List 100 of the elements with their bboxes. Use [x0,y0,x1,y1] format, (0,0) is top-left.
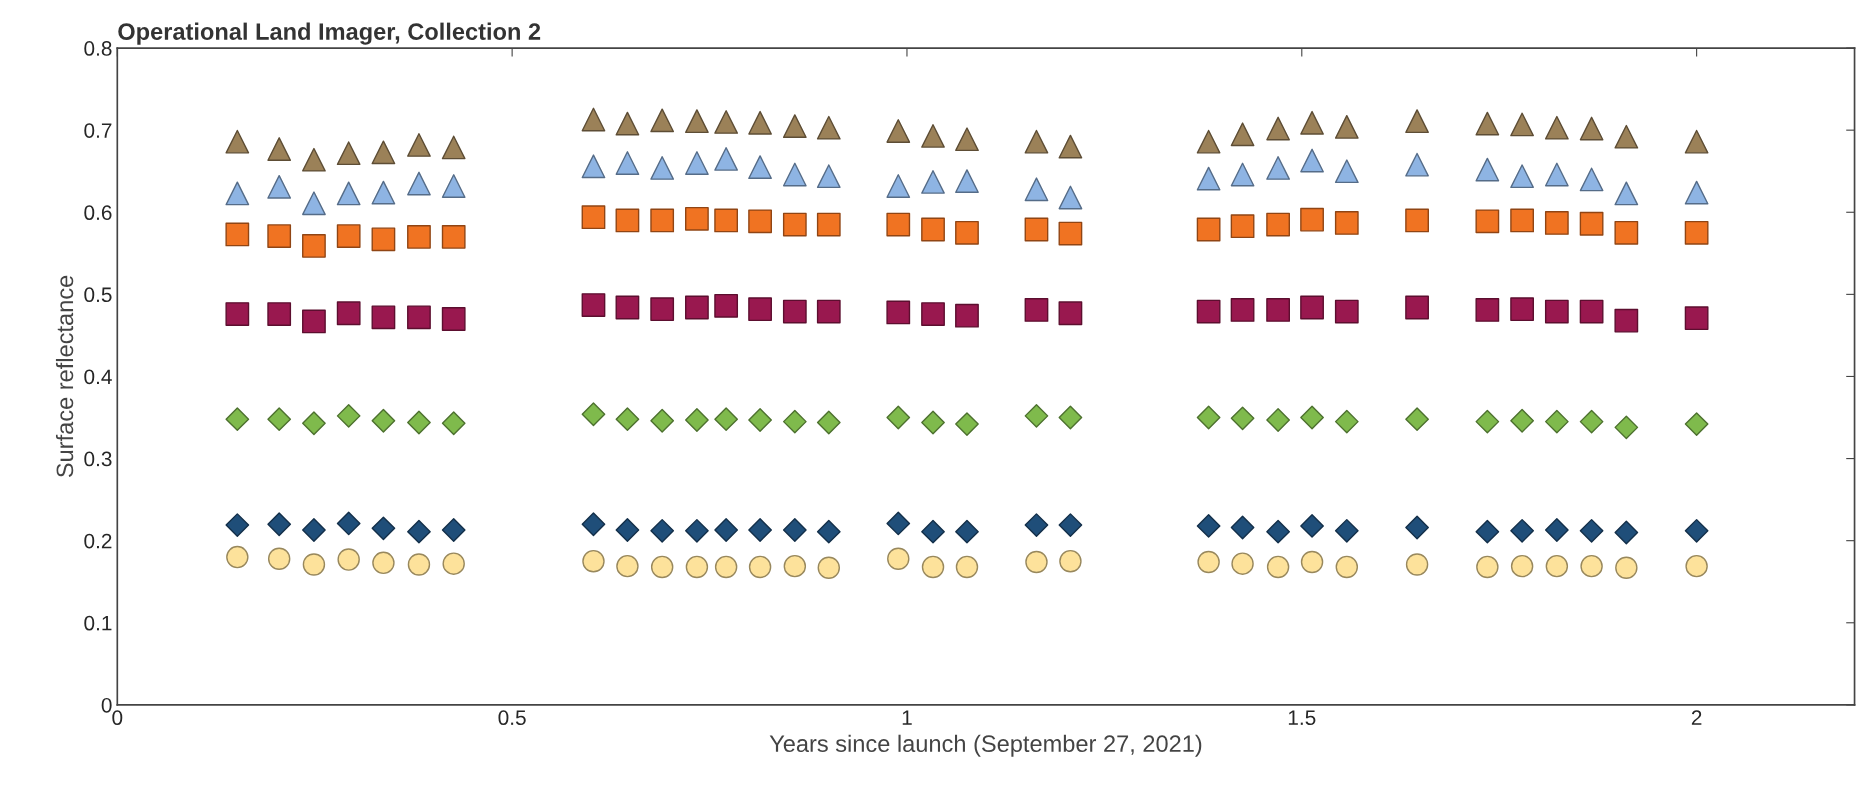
point [302,411,326,436]
point [302,309,326,334]
point [1300,550,1324,574]
point [225,302,250,326]
point [714,518,739,542]
point [1405,407,1429,432]
point [1405,208,1429,233]
point [582,549,605,573]
x-tick-label: 0.5 [498,710,526,726]
point [1266,519,1290,544]
point [955,412,979,436]
point [407,133,431,157]
point [1300,514,1324,538]
point [1475,209,1500,234]
point [1476,555,1499,579]
point [816,164,841,189]
point [748,209,772,234]
point [1058,134,1083,159]
point [714,293,739,318]
point [1024,403,1049,428]
point [371,408,396,433]
point [685,555,709,579]
point [1300,148,1324,173]
point [685,206,709,231]
point [1058,405,1083,430]
point [581,107,606,132]
point [650,208,675,233]
point [1266,555,1290,579]
point [886,405,911,430]
point [1405,553,1429,576]
point [1405,109,1429,134]
point [302,553,326,576]
point [685,518,709,543]
point [615,151,640,175]
point [955,127,979,152]
point [1196,217,1221,242]
point [336,511,361,536]
point [782,409,807,434]
point [1300,110,1324,135]
point [1510,408,1535,433]
point [1300,207,1324,232]
point [1196,514,1221,538]
point [302,518,326,542]
point [650,108,675,133]
point [302,234,326,258]
point [267,224,292,248]
point [748,297,772,322]
point [1579,211,1604,236]
point [1334,299,1359,324]
point [1230,298,1255,322]
point [1230,515,1255,540]
point [1475,519,1500,544]
point [267,302,292,326]
point [685,151,709,175]
point [1684,306,1709,331]
y-tick-label: 0.1 [84,615,112,631]
point [1024,129,1049,154]
point [441,225,466,249]
point [748,110,772,135]
point [1230,162,1255,187]
point [615,111,640,136]
point [816,519,841,544]
point [615,208,640,233]
point [1197,550,1220,574]
point [1334,159,1359,184]
point [817,556,841,579]
point [714,147,739,171]
point [1614,181,1639,206]
point [371,180,396,205]
point [1579,299,1604,324]
point [921,410,945,435]
point [581,154,606,179]
point [225,222,250,247]
point [336,141,361,166]
point [1475,111,1500,136]
point [1510,112,1535,137]
point [886,119,911,143]
point [714,555,738,579]
point [1684,129,1709,154]
point [1025,550,1048,574]
point [1024,177,1049,202]
point [650,156,675,180]
point [921,555,945,579]
point [225,407,250,432]
point [816,115,841,140]
point [1334,211,1359,235]
point [336,181,361,206]
y-tick-label: 0.2 [84,533,112,549]
point [1230,406,1255,431]
point [1475,298,1500,322]
point [1475,157,1500,182]
point [816,212,841,237]
point [371,140,396,165]
point [302,191,326,216]
point [1059,549,1082,573]
point [1300,405,1324,430]
point [407,305,431,330]
x-axis-title: Years since launch (September 27, 2021) [769,734,1202,757]
point [1579,409,1604,434]
point [225,129,250,154]
